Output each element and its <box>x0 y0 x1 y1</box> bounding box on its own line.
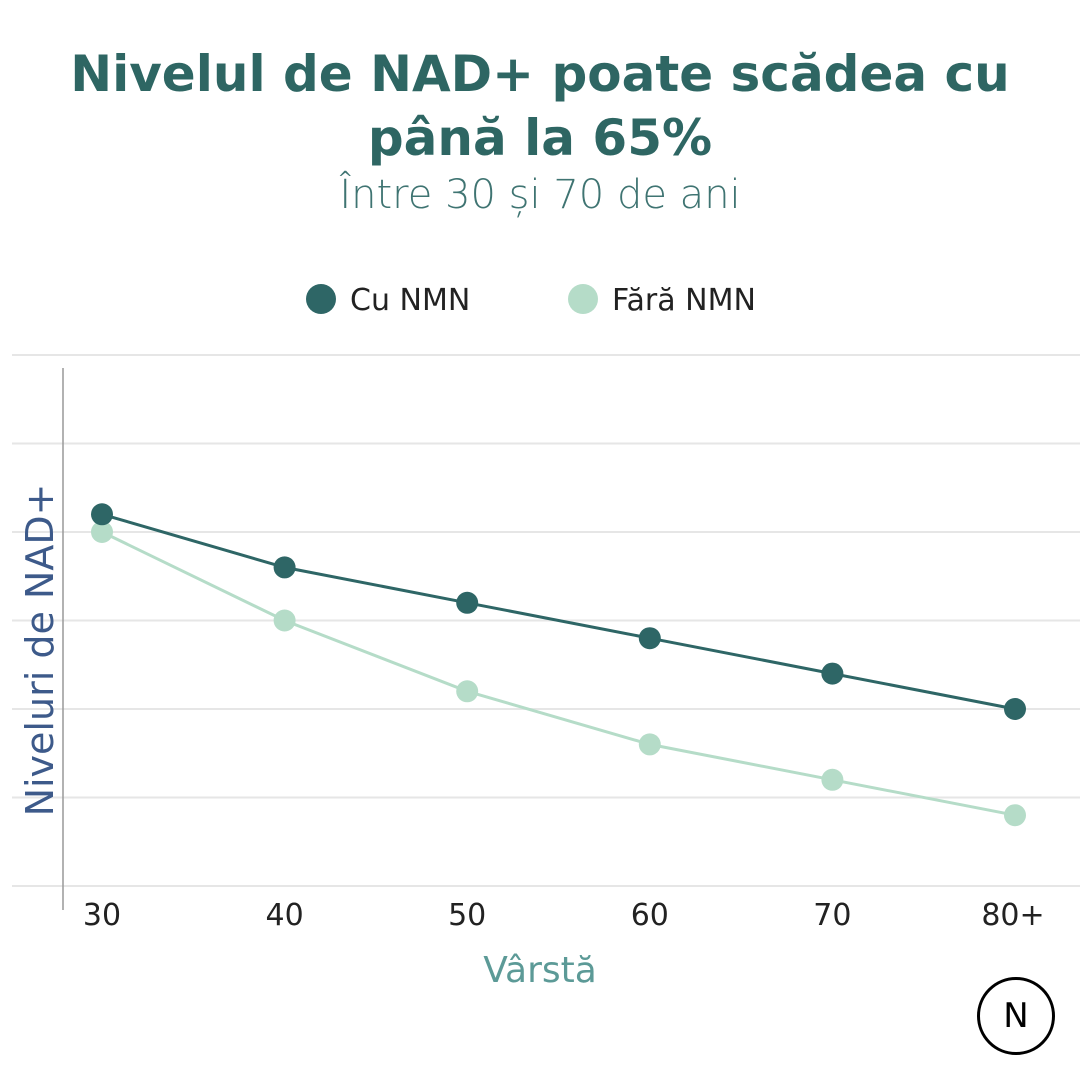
series-line <box>101 530 1016 817</box>
data-point <box>1004 804 1026 827</box>
x-tick-label: 40 <box>266 898 304 933</box>
data-point <box>456 680 479 703</box>
data-point <box>821 662 844 685</box>
legend-label: Cu NMN <box>350 283 470 318</box>
legend-marker <box>568 284 598 314</box>
y-axis-label: Niveluri de NAD+ <box>18 484 62 817</box>
data-point <box>273 556 296 579</box>
data-point <box>456 591 479 614</box>
chart-subtitle: Între 30 și 70 de ani <box>339 172 741 218</box>
title-line-1: Nivelul de NAD+ poate scădea cu <box>70 45 1010 103</box>
data-point <box>91 503 113 526</box>
x-tick-label: 60 <box>631 898 669 933</box>
legend-marker <box>306 284 336 314</box>
x-tick-label: 30 <box>83 898 121 933</box>
title-line-2: până la 65% <box>367 109 713 167</box>
x-tick-label: 80+ <box>981 898 1044 933</box>
chart-title: Nivelul de NAD+ poate scădea cu până la … <box>0 42 1080 170</box>
data-point <box>91 521 113 543</box>
brand-logo: N <box>977 977 1055 1055</box>
series-line <box>101 512 1016 711</box>
x-tick-label: 70 <box>813 898 851 933</box>
legend-label: Fără NMN <box>612 283 756 318</box>
data-point <box>1004 698 1026 720</box>
logo-letter: N <box>1003 996 1029 1036</box>
data-point <box>821 768 844 791</box>
data-point <box>638 733 661 756</box>
x-axis-label: Vârstă <box>483 950 597 991</box>
data-point <box>638 627 661 650</box>
x-tick-label: 50 <box>448 898 486 933</box>
data-point <box>273 609 296 632</box>
